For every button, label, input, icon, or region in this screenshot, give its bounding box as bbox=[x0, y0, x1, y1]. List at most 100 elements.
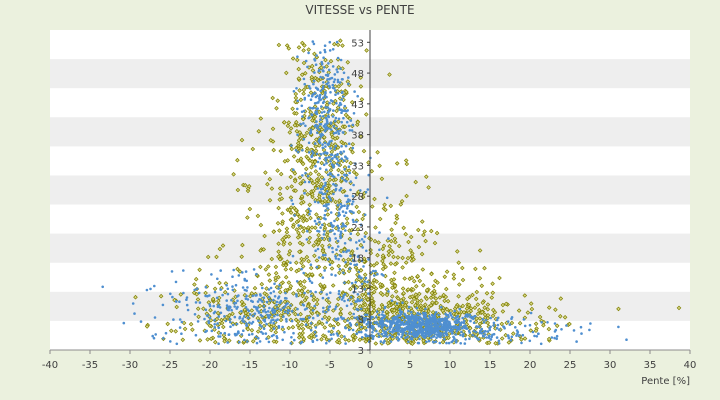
data-point bbox=[293, 95, 299, 101]
data-point bbox=[336, 84, 341, 89]
data-point bbox=[433, 332, 436, 335]
data-point bbox=[441, 292, 446, 298]
data-point bbox=[314, 258, 320, 263]
data-point bbox=[292, 122, 298, 128]
data-point bbox=[330, 283, 336, 288]
data-point bbox=[521, 333, 525, 337]
data-point bbox=[247, 316, 250, 320]
data-point bbox=[339, 206, 343, 209]
data-point bbox=[290, 56, 296, 61]
data-point bbox=[337, 289, 341, 293]
data-point bbox=[258, 222, 264, 228]
data-point bbox=[324, 169, 329, 175]
data-point bbox=[341, 131, 345, 134]
data-point bbox=[319, 188, 323, 191]
data-point bbox=[440, 319, 443, 322]
data-point bbox=[333, 155, 337, 159]
data-point bbox=[363, 280, 367, 283]
data-point bbox=[337, 164, 341, 167]
x-tick-label: 5 bbox=[407, 360, 413, 371]
data-point bbox=[252, 305, 256, 309]
data-point bbox=[290, 224, 296, 230]
data-point bbox=[394, 161, 400, 166]
data-point bbox=[528, 301, 534, 306]
data-point bbox=[231, 285, 234, 288]
data-point bbox=[338, 188, 342, 192]
data-point bbox=[349, 262, 353, 266]
data-point bbox=[489, 295, 495, 300]
data-point bbox=[344, 326, 347, 329]
data-point bbox=[432, 240, 438, 246]
data-point bbox=[295, 158, 300, 164]
data-point bbox=[353, 263, 356, 267]
data-point bbox=[375, 150, 380, 155]
data-point bbox=[356, 295, 362, 300]
data-point bbox=[303, 191, 306, 195]
data-point bbox=[475, 311, 481, 317]
y-tick-label: 53 bbox=[351, 38, 364, 49]
data-point bbox=[300, 264, 306, 269]
data-point bbox=[325, 168, 328, 172]
data-point bbox=[355, 272, 360, 277]
data-point bbox=[283, 330, 286, 334]
data-point bbox=[392, 333, 398, 338]
data-point bbox=[334, 237, 338, 240]
data-point bbox=[336, 92, 340, 95]
data-point bbox=[323, 126, 327, 129]
data-point bbox=[280, 237, 285, 242]
data-point bbox=[332, 182, 335, 186]
data-point bbox=[241, 319, 244, 323]
data-point bbox=[467, 326, 473, 331]
data-point bbox=[443, 337, 446, 341]
data-point bbox=[331, 115, 335, 118]
data-point bbox=[351, 169, 357, 175]
data-point bbox=[409, 299, 415, 305]
data-point bbox=[474, 335, 477, 338]
data-point bbox=[413, 331, 417, 334]
data-point bbox=[296, 66, 301, 72]
data-point bbox=[402, 329, 405, 333]
data-point bbox=[466, 302, 472, 308]
data-point bbox=[430, 294, 436, 299]
data-point bbox=[341, 317, 344, 321]
data-point bbox=[372, 328, 375, 332]
data-point bbox=[386, 335, 389, 338]
data-point bbox=[344, 225, 348, 228]
data-point bbox=[194, 301, 198, 304]
data-point bbox=[311, 107, 314, 110]
data-point bbox=[400, 306, 406, 311]
data-point bbox=[457, 317, 461, 321]
data-point bbox=[468, 313, 472, 317]
data-point bbox=[409, 337, 413, 341]
data-point bbox=[207, 323, 213, 328]
data-point bbox=[462, 332, 465, 336]
data-point bbox=[249, 308, 255, 313]
data-point bbox=[226, 341, 229, 344]
data-point bbox=[356, 316, 359, 319]
data-point bbox=[456, 314, 460, 318]
data-point bbox=[297, 249, 302, 255]
data-point bbox=[333, 225, 339, 231]
data-point bbox=[303, 291, 306, 295]
data-point bbox=[293, 311, 298, 317]
data-point bbox=[196, 314, 201, 320]
data-point bbox=[319, 89, 323, 93]
data-point bbox=[417, 278, 423, 284]
data-point bbox=[315, 120, 318, 123]
data-point bbox=[139, 320, 143, 323]
data-point bbox=[244, 270, 248, 273]
data-point bbox=[335, 102, 338, 105]
data-point bbox=[445, 333, 449, 337]
data-point bbox=[277, 191, 283, 197]
data-point bbox=[458, 327, 461, 330]
data-point bbox=[327, 330, 331, 333]
data-point bbox=[451, 316, 454, 319]
data-point bbox=[251, 332, 254, 336]
data-point bbox=[243, 183, 248, 188]
data-point bbox=[499, 336, 505, 341]
data-point bbox=[523, 324, 527, 328]
data-point bbox=[273, 295, 277, 298]
data-point bbox=[334, 187, 338, 191]
data-point bbox=[283, 274, 289, 280]
data-point bbox=[519, 337, 524, 342]
